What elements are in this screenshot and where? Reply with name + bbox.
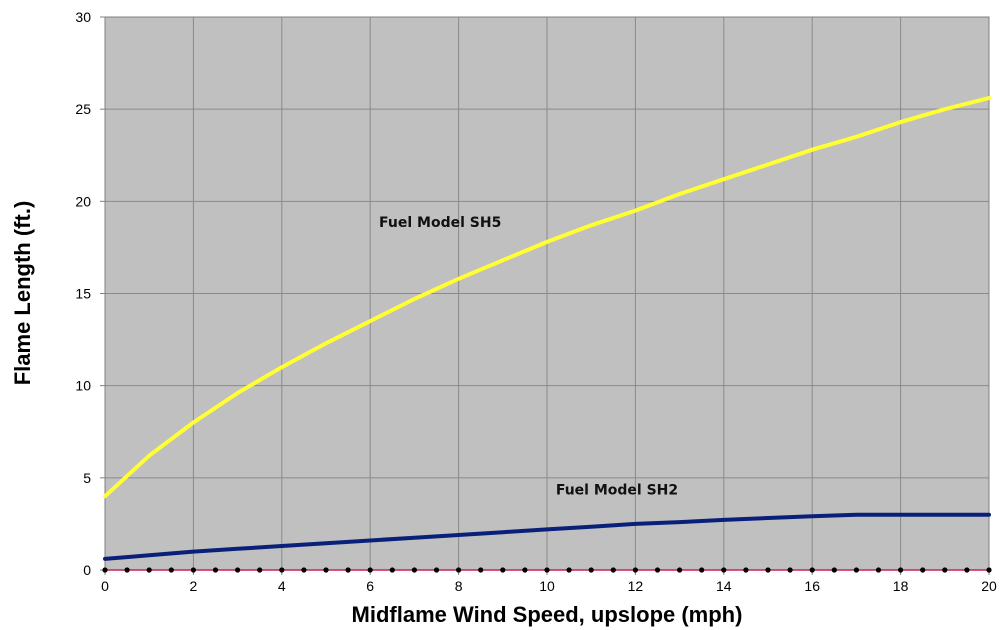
x-tick-label: 0	[101, 578, 109, 594]
data-point	[124, 567, 130, 573]
data-point	[522, 567, 528, 573]
data-point	[610, 567, 616, 573]
data-point	[212, 567, 219, 573]
data-point	[257, 567, 263, 573]
series-line	[103, 512, 991, 561]
data-point	[853, 567, 860, 573]
series-layer	[102, 96, 992, 573]
y-tick-label: 15	[75, 286, 91, 302]
x-tick-label: 10	[539, 578, 555, 594]
x-axis-title: Midflame Wind Speed, upslope (mph)	[352, 602, 743, 627]
data-point	[875, 567, 882, 573]
x-tick-label: 18	[893, 578, 909, 594]
x-tick-label: 16	[804, 578, 820, 594]
data-point	[433, 567, 440, 573]
data-point	[411, 567, 417, 573]
x-tick-label: 20	[981, 578, 997, 594]
series-3	[102, 567, 992, 573]
data-point	[920, 567, 926, 573]
series-1	[103, 96, 991, 499]
y-tick-label: 30	[75, 9, 91, 25]
data-point	[986, 567, 992, 573]
y-axis-title: Flame Length (ft.)	[10, 201, 35, 386]
data-point	[146, 567, 152, 573]
series-2	[103, 512, 991, 561]
data-point	[456, 567, 462, 573]
data-point	[699, 567, 705, 573]
y-tick-label: 20	[75, 193, 91, 209]
y-tick-label: 5	[83, 470, 91, 486]
data-point	[654, 567, 661, 573]
x-tick-label: 6	[366, 578, 374, 594]
data-point	[677, 567, 683, 573]
series-annotation: Fuel Model SH2	[556, 482, 678, 498]
data-point	[478, 567, 484, 573]
data-point	[301, 567, 307, 573]
data-point	[235, 567, 241, 573]
data-point	[566, 567, 572, 573]
data-point	[367, 567, 373, 573]
y-axis-ticks: 0 5 10 15 20 25 30	[75, 9, 105, 578]
data-point	[102, 567, 108, 573]
data-point	[345, 567, 351, 573]
data-point	[743, 567, 749, 573]
data-point	[898, 567, 904, 573]
series-line	[103, 96, 991, 499]
y-tick-label: 25	[75, 101, 91, 117]
data-point	[544, 567, 550, 573]
data-point	[942, 567, 948, 573]
data-point	[721, 567, 727, 573]
series-annotation: Fuel Model SH5	[379, 215, 501, 231]
data-point	[787, 567, 793, 573]
data-point	[632, 567, 639, 573]
data-point	[500, 567, 506, 573]
data-point	[831, 567, 837, 573]
x-tick-label: 8	[455, 578, 463, 594]
x-tick-label: 14	[716, 578, 732, 594]
data-point	[964, 567, 970, 573]
annotations: Fuel Model SH5 Fuel Model SH2	[379, 215, 678, 498]
x-tick-label: 4	[278, 578, 286, 594]
x-tick-label: 12	[628, 578, 644, 594]
y-tick-label: 10	[75, 378, 91, 394]
x-axis-ticks: 0 2 4 6 8 10 12 14 16 18 20	[101, 570, 997, 594]
y-tick-label: 0	[83, 562, 91, 578]
data-point	[168, 567, 174, 573]
x-tick-label: 2	[190, 578, 198, 594]
data-point	[765, 567, 771, 573]
data-point	[389, 567, 395, 573]
data-point	[323, 567, 329, 573]
data-point	[279, 567, 285, 573]
data-point	[809, 567, 815, 573]
data-point	[588, 567, 594, 573]
data-point	[190, 567, 196, 573]
